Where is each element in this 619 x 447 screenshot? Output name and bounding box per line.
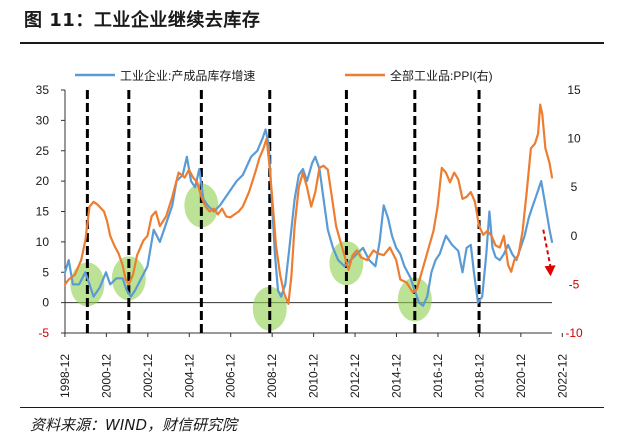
left-tick-label: 30 [36,113,50,127]
left-tick-label: 25 [36,144,50,158]
left-tick-label: 15 [36,205,50,219]
left-tick-label: 35 [36,83,50,97]
right-tick-label: 15 [567,83,581,97]
legend-label-inventory: 工业企业:产成品库存增速 [120,68,255,83]
x-tick-label: 2008-12 [265,354,279,398]
legend: 工业企业:产成品库存增速 全部工业品:PPI(右) [75,68,493,83]
highlight-ellipse [184,183,219,228]
highlight-ellipse [70,262,105,307]
bottom-rule [20,407,604,408]
right-tick-label: -5 [569,277,580,291]
inventory-growth-line [63,128,554,307]
arrow-head [544,265,556,277]
left-tick-label: -5 [38,326,49,340]
x-tick-label: 2016-12 [431,354,445,398]
ppi-line [63,103,554,305]
x-tick-label: 2012-12 [348,354,362,398]
source-note: 资料来源：WIND，财信研究院 [30,416,238,434]
x-tick-label: 2020-12 [514,354,528,398]
x-tick-label: 2000-12 [99,354,113,398]
top-rule [20,42,604,44]
right-axis: -10 -5 0 5 10 15 [565,83,583,340]
left-tick-label: 10 [36,235,50,249]
figure-title: 图 11：工业企业继续去库存 [24,10,261,31]
series-lines [63,103,554,307]
right-tick-label: 5 [571,180,578,194]
x-tick-label: 1998-12 [58,354,72,398]
x-tick-label: 2018-12 [472,354,486,398]
left-tick-label: 5 [42,265,49,279]
left-tick-label: 0 [42,296,49,310]
legend-label-ppi: 全部工业品:PPI(右) [390,68,493,83]
x-axis: 1998-12 2000-12 2002-12 2004-12 2006-12 2008-… [58,302,569,398]
arrow-shaft [542,229,552,268]
left-axis: -5 0 5 10 15 20 25 30 35 [36,83,66,340]
right-tick-label: 10 [567,132,581,146]
cycle-divider-lines [85,90,481,333]
x-tick-label: 2014-12 [390,354,404,398]
x-tick-label: 2006-12 [224,354,238,398]
x-tick-label: 2010-12 [307,354,321,398]
highlight-ellipse [252,286,287,331]
x-tick-label: 2022-12 [555,354,569,398]
trend-arrow [542,229,556,277]
x-tick-label: 2004-12 [182,354,196,398]
chart-frame [27,52,605,402]
right-tick-label: -10 [565,326,583,340]
x-tick-label: 2002-12 [141,354,155,398]
left-tick-label: 20 [36,174,50,188]
right-tick-label: 0 [571,229,578,243]
